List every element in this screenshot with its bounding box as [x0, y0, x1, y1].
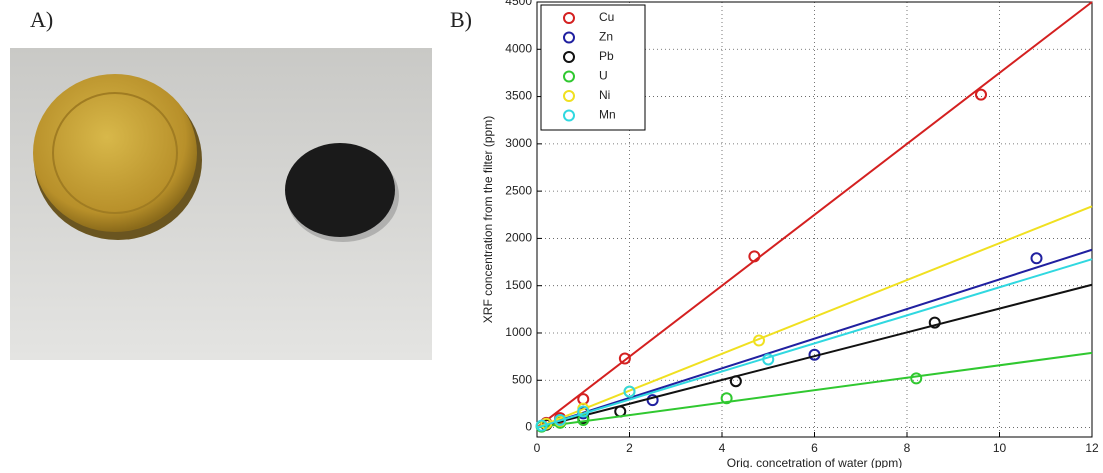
coin-ring [52, 92, 178, 214]
y-axis-label: XRF concentration from the filter (ppm) [481, 116, 495, 323]
data-point [577, 405, 590, 418]
data-point [928, 316, 941, 329]
legend-box [540, 4, 646, 131]
data-point [623, 385, 636, 398]
x-tick-label: 6 [811, 441, 818, 455]
legend-marker [563, 51, 575, 63]
y-tick-label: 4500 [505, 0, 532, 8]
data-point [975, 88, 987, 101]
legend-marker [563, 12, 575, 24]
x-axis-label: Orig. concetration of water (ppm) [727, 456, 902, 468]
x-tick-label: 4 [719, 441, 726, 455]
legend-label: U [599, 69, 608, 83]
x-tick-label: 2 [626, 441, 633, 455]
y-tick-label: 2000 [505, 231, 532, 245]
data-point [720, 392, 733, 405]
x-tick-label: 8 [904, 441, 911, 455]
data-point [910, 372, 923, 385]
y-tick-label: 1000 [505, 325, 532, 339]
fit-line [536, 248, 1093, 429]
y-tick-label: 500 [512, 372, 532, 386]
legend-label: Zn [599, 30, 613, 44]
y-tick-label: 3500 [505, 89, 532, 103]
filter-disk [285, 143, 395, 237]
fit-line [536, 283, 1093, 429]
data-point [618, 352, 631, 365]
fit-line [536, 205, 1093, 429]
plot-frame [536, 1, 1093, 438]
data-point [646, 394, 659, 407]
y-tick-label: 3000 [505, 136, 532, 150]
panel-label: B) [450, 7, 472, 32]
coin [33, 74, 197, 232]
y-tick-label: 1500 [505, 278, 532, 292]
data-point [748, 250, 761, 263]
data-point [762, 353, 775, 366]
data-point [535, 419, 548, 432]
legend-label: Ni [599, 88, 610, 102]
legend-marker [563, 31, 575, 44]
x-tick-label: 12 [1085, 441, 1099, 455]
legend-marker [563, 70, 575, 83]
fit-line [536, 351, 1093, 429]
data-point [1030, 252, 1043, 265]
y-tick-label: 2500 [505, 183, 532, 197]
legend-label: Pb [599, 49, 614, 63]
legend-label: Cu [599, 10, 614, 24]
x-tick-label: 10 [993, 441, 1007, 455]
legend-marker [563, 90, 575, 102]
y-tick-label: 4000 [505, 41, 532, 55]
data-point [577, 413, 590, 426]
y-tick-label: 0 [525, 420, 532, 434]
legend-marker [563, 109, 575, 122]
legend-label: Mn [599, 108, 616, 122]
x-tick-label: 0 [534, 441, 541, 455]
fit-line [536, 258, 1093, 429]
chart: 0 500 1000 1500 2000 2500 3000 3500 4000 4500 0 2 4 6… [481, 0, 1099, 470]
photo [10, 48, 432, 360]
data-point [554, 413, 567, 426]
data-point [729, 375, 742, 388]
data-point [753, 334, 765, 347]
panel-label: A) [30, 7, 53, 32]
